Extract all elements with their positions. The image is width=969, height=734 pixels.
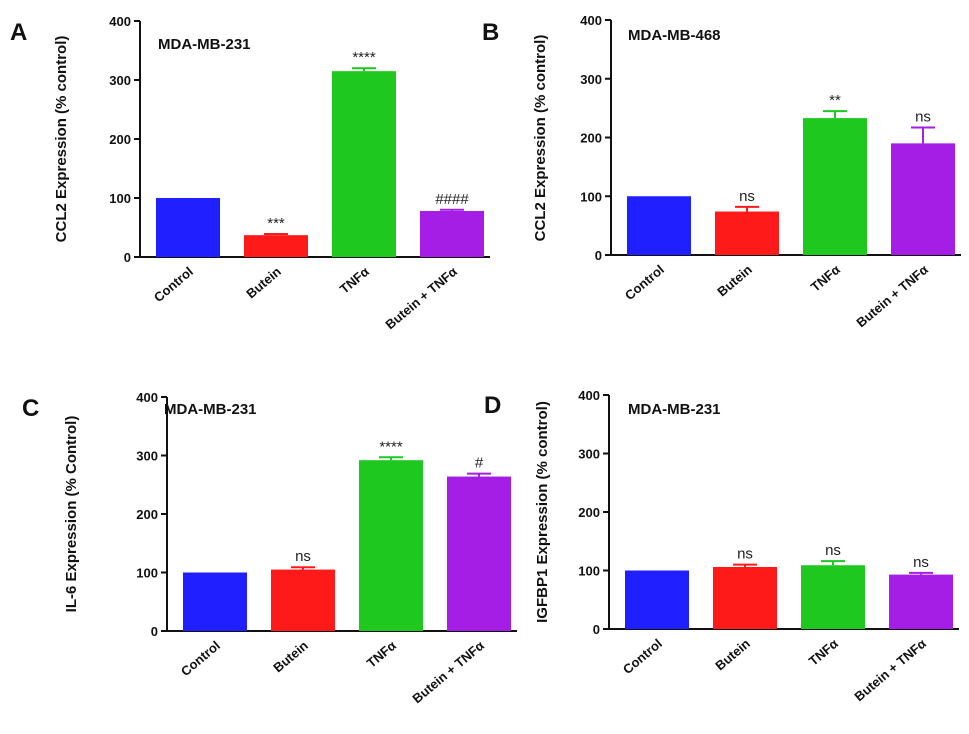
significance-label: ns	[825, 542, 841, 559]
significance-label: ns	[915, 109, 931, 126]
y-tick-label: 200	[136, 507, 158, 522]
y-tick-label: 300	[109, 73, 131, 88]
category-label: Control	[151, 264, 196, 305]
panel-letter: A	[10, 19, 27, 46]
bar-0	[156, 198, 220, 257]
category-label: Control	[620, 636, 665, 677]
y-axis-label: CCL2 Expression (% control)	[53, 36, 70, 243]
significance-label: ns	[913, 554, 929, 571]
y-tick-label: 400	[578, 388, 600, 403]
chart-panel-a: A CCL2 Expression (% control) 0 100 200 300 40…	[10, 14, 490, 332]
panel-letter: B	[482, 19, 499, 46]
significance-label: ns	[739, 188, 755, 205]
bar-3	[891, 143, 955, 255]
significance-label: ####	[435, 191, 469, 208]
significance-label: ***	[267, 215, 285, 232]
panel-letter: D	[484, 392, 501, 419]
y-tick-label: 100	[580, 189, 602, 204]
chart-panel-b: B CCL2 Expression (% control) 0 100 200 300 40…	[482, 13, 961, 330]
bar-3	[889, 574, 953, 629]
category-label: TNFα	[337, 264, 372, 297]
category-label: Butein	[712, 636, 753, 674]
y-tick-label: 200	[109, 132, 131, 147]
y-tick-label: 0	[151, 624, 158, 639]
y-tick-label: 400	[136, 390, 158, 405]
bar-3	[447, 476, 511, 631]
category-label: Control	[622, 262, 667, 303]
y-tick-label: 0	[595, 248, 602, 263]
y-tick-label: 100	[109, 191, 131, 206]
bar-1	[715, 211, 779, 255]
category-label: Butein	[714, 262, 755, 300]
cell-line-label: MDA-MB-468	[628, 27, 721, 44]
bar-2	[359, 460, 423, 631]
cell-line-label: MDA-MB-231	[158, 36, 251, 53]
y-axis-label: IGFBP1 Expression (% control)	[534, 401, 551, 623]
y-tick-label: 300	[578, 447, 600, 462]
significance-label: **	[829, 92, 841, 109]
y-tick-label: 200	[580, 131, 602, 146]
category-label: TNFα	[808, 262, 843, 295]
category-label: TNFα	[364, 638, 399, 671]
y-tick-label: 400	[580, 13, 602, 28]
category-label: TNFα	[806, 636, 841, 669]
bar-0	[627, 196, 691, 255]
bar-2	[801, 565, 865, 629]
category-label: Butein + TNFα	[409, 638, 486, 706]
significance-label: #	[475, 455, 484, 472]
cell-line-label: MDA-MB-231	[164, 401, 257, 418]
y-tick-label: 0	[124, 250, 131, 265]
y-tick-label: 0	[593, 622, 600, 637]
significance-label: ****	[352, 49, 376, 66]
category-label: Control	[178, 638, 223, 679]
bar-2	[803, 118, 867, 255]
category-label: Butein	[270, 638, 311, 676]
y-tick-label: 200	[578, 505, 600, 520]
category-label: Butein + TNFα	[853, 262, 930, 330]
bar-3	[420, 210, 484, 257]
cell-line-label: MDA-MB-231	[628, 401, 721, 418]
y-tick-label: 100	[578, 564, 600, 579]
bar-1	[271, 569, 335, 631]
panel-letter: C	[22, 395, 39, 422]
y-tick-label: 300	[136, 449, 158, 464]
category-label: Butein	[243, 264, 284, 302]
significance-label: ****	[379, 438, 403, 455]
category-label: Butein + TNFα	[851, 636, 928, 704]
category-label: Butein + TNFα	[382, 264, 459, 332]
bar-2	[332, 71, 396, 258]
bar-1	[244, 235, 308, 257]
y-axis-label: IL-6 Expression (% Control)	[63, 416, 80, 613]
bar-0	[183, 572, 247, 631]
chart-panel-c: C IL-6 Expression (% Control) 0 100 200 300 40…	[22, 390, 517, 706]
y-tick-label: 300	[580, 72, 602, 87]
bar-0	[625, 570, 689, 629]
significance-label: ns	[295, 548, 311, 565]
y-axis-label: CCL2 Expression (% control)	[532, 35, 549, 242]
chart-panel-d: D IGFBP1 Expression (% control) 0 100 200 300…	[484, 388, 959, 704]
bar-1	[713, 566, 777, 629]
y-tick-label: 100	[136, 566, 158, 581]
y-tick-label: 400	[109, 14, 131, 29]
significance-label: ns	[737, 546, 753, 563]
